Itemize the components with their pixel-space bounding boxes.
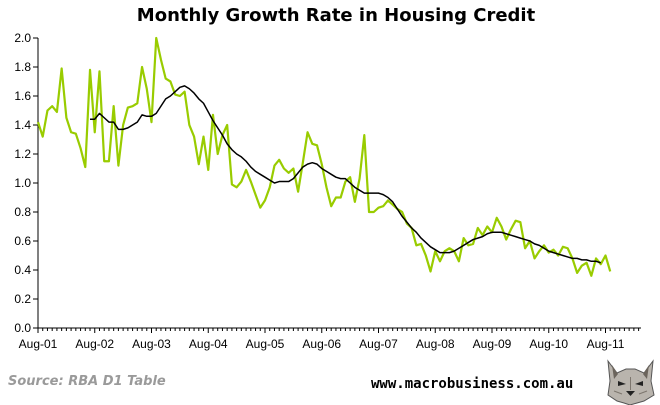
y-tick-label: 0.2 bbox=[14, 292, 31, 306]
x-tick-label: Aug-02 bbox=[75, 337, 114, 351]
y-axis: 0.0 0.2 0.4 0.6 0.8 1.0 1.2 1.4 1.6 1.8 2.0 bbox=[14, 31, 39, 335]
series-line-monthly-growth bbox=[36, 36, 612, 277]
y-tick-label: 1.4 bbox=[14, 118, 31, 132]
y-tick-label: 1.6 bbox=[14, 89, 31, 103]
y-tick-label: 0.8 bbox=[14, 205, 31, 219]
y-tick-label: 0.6 bbox=[14, 234, 31, 248]
x-tick-label: Aug-08 bbox=[416, 337, 455, 351]
plot-area bbox=[36, 36, 612, 277]
x-tick-label: Aug-05 bbox=[246, 337, 285, 351]
x-tick-label: Aug-01 bbox=[19, 337, 58, 351]
y-tick-label: 1.0 bbox=[14, 176, 31, 190]
chart-title: Monthly Growth Rate in Housing Credit bbox=[137, 5, 536, 26]
x-tick-label: Aug-11 bbox=[587, 337, 625, 351]
y-tick-label: 1.2 bbox=[14, 147, 31, 161]
y-tick-label: 0.4 bbox=[14, 263, 31, 277]
x-tick-label: Aug-04 bbox=[189, 337, 228, 351]
wolf-head-icon bbox=[607, 359, 655, 405]
x-axis: Aug-01 Aug-02 Aug-03 Aug-04 Aug-05 Aug-06 Aug-… bbox=[19, 327, 641, 351]
x-tick-label: Aug-06 bbox=[302, 337, 341, 351]
x-tick-label: Aug-10 bbox=[529, 337, 568, 351]
x-tick-label: Aug-09 bbox=[473, 337, 512, 351]
y-tick-label: 1.8 bbox=[14, 60, 31, 74]
x-tick-label: Aug-07 bbox=[359, 337, 398, 351]
source-note: Source: RBA D1 Table bbox=[8, 374, 166, 389]
website-label: www.macrobusiness.com.au bbox=[371, 376, 573, 392]
y-tick-label: 2.0 bbox=[14, 31, 31, 45]
x-tick-label: Aug-03 bbox=[132, 337, 171, 351]
y-tick-label: 0.0 bbox=[14, 321, 31, 335]
series-line-moving-average bbox=[90, 85, 601, 264]
